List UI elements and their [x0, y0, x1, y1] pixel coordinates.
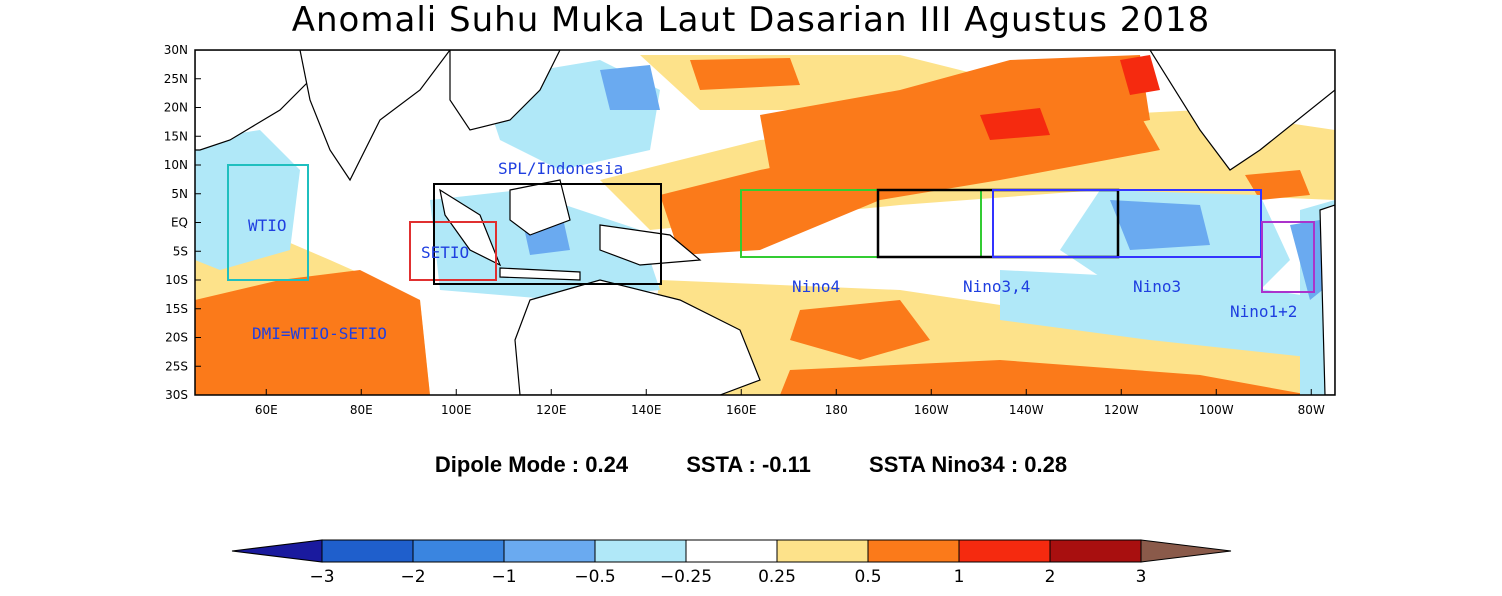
longitude-label: 80E — [350, 403, 373, 417]
longitude-label: 80W — [1298, 403, 1325, 417]
longitude-label: 140E — [631, 403, 662, 417]
longitude-label: 180 — [825, 403, 848, 417]
latitude-label: 30S — [165, 388, 188, 402]
longitude-label: 140W — [1009, 403, 1044, 417]
sst-anomaly-map: WTIO SETIO SPL/Indonesia Nino4 Nino3,4 N… — [164, 43, 1336, 417]
legend-swatch — [594, 539, 687, 563]
legend-swatch — [503, 539, 596, 563]
latitude-label: 25N — [164, 72, 188, 86]
latitude-label: 25S — [165, 359, 188, 373]
legend-swatch — [776, 539, 869, 563]
legend-tick-label: 0.5 — [854, 567, 881, 587]
region-label-nino3: Nino3 — [1133, 277, 1181, 296]
latitude-label: 30N — [164, 43, 188, 57]
south-america-land — [1319, 204, 1335, 395]
legend-swatch — [1049, 539, 1142, 563]
anomaly-patch — [980, 108, 1050, 140]
latitude-labels: 30N 25N 20N 15N 10N 5N EQ 5S 10S 15S 20S 25S 30S — [164, 43, 201, 402]
longitude-labels: 60E 80E 100E 120E 140E 160E 180 160W 140W 120W 100… — [255, 389, 1325, 417]
americas-land — [1149, 50, 1335, 171]
java-land — [499, 267, 581, 281]
ssta-nino34-value: SSTA Nino34 : 0.28 — [869, 452, 1068, 477]
legend-swatch — [321, 539, 414, 563]
legend-swatch — [867, 539, 960, 563]
legend-tick-label: −0.5 — [574, 567, 615, 587]
region-label-nino4: Nino4 — [792, 277, 840, 296]
dipole-mode-value: Dipole Mode : 0.24 — [434, 452, 629, 477]
legend-tick-label: 3 — [1136, 567, 1147, 587]
longitude-label: 100E — [441, 403, 472, 417]
anomaly-patch — [690, 58, 800, 90]
india-land — [299, 50, 451, 182]
anomaly-patch — [195, 270, 430, 395]
latitude-label: EQ — [171, 216, 188, 230]
longitude-label: 60E — [255, 403, 278, 417]
latitude-label: 20N — [164, 101, 188, 115]
region-nino12-box — [1261, 221, 1315, 293]
latitude-label: 20S — [165, 331, 188, 345]
longitude-label: 120E — [536, 403, 567, 417]
legend-swatch — [412, 539, 505, 563]
legend-tick-label: 2 — [1045, 567, 1056, 587]
coastlines — [195, 50, 1335, 395]
sumatra-land — [439, 188, 502, 267]
latitude-label: 5N — [171, 187, 188, 201]
anomaly-patch — [760, 55, 1150, 170]
region-label-spl: SPL/Indonesia — [498, 159, 623, 178]
legend-swatch — [958, 539, 1051, 563]
australia-land — [514, 279, 761, 395]
legend-arrow-high — [1140, 539, 1232, 563]
legend-tick-label: −0.25 — [660, 567, 712, 587]
latitude-label: 15S — [165, 302, 188, 316]
region-label-nino12: Nino1+2 — [1230, 302, 1297, 321]
asia-land — [449, 50, 561, 131]
region-label-setio: SETIO — [421, 243, 469, 262]
anomaly-patch — [790, 300, 930, 360]
latitude-label: 5S — [173, 244, 188, 258]
region-nino4-box — [740, 189, 982, 258]
region-label-nino34: Nino3,4 — [963, 277, 1030, 296]
latitude-label: 15N — [164, 129, 188, 143]
legend-tick-label: −3 — [309, 567, 334, 587]
dmi-label: DMI=WTIO-SETIO — [252, 324, 387, 343]
index-summary: Dipole Mode : 0.24 SSTA : -0.11 SSTA Nin… — [0, 452, 1502, 478]
legend-tick-label: −1 — [491, 567, 516, 587]
longitude-label: 160W — [914, 403, 949, 417]
anomaly-patch — [600, 65, 660, 110]
new-guinea-land — [599, 224, 702, 266]
region-boxes — [227, 164, 1315, 293]
anomaly-patch — [1110, 200, 1210, 250]
anomaly-patch — [1000, 270, 1335, 360]
map-title: Anomali Suhu Muka Laut Dasarian III Agus… — [291, 0, 1211, 40]
latitude-label: 10N — [164, 158, 188, 172]
legend-tick-label: −2 — [400, 567, 425, 587]
region-setio-box — [409, 221, 497, 281]
legend-tick-label: 1 — [954, 567, 965, 587]
legend-arrow-low — [231, 539, 323, 563]
legend-tick-label: 0.25 — [758, 567, 796, 587]
latitude-label: 10S — [165, 273, 188, 287]
anomaly-patch — [780, 360, 1310, 395]
longitude-label: 120W — [1104, 403, 1139, 417]
longitude-label: 100W — [1199, 403, 1234, 417]
region-wtio-box — [227, 164, 309, 281]
anomaly-patch — [1120, 55, 1160, 95]
ssta-value: SSTA : -0.11 — [686, 452, 811, 477]
region-spl-box — [433, 183, 662, 285]
region-label-wtio: WTIO — [248, 216, 287, 235]
legend-swatch — [685, 539, 778, 563]
borneo-land — [509, 179, 571, 236]
longitude-label: 160E — [726, 403, 757, 417]
